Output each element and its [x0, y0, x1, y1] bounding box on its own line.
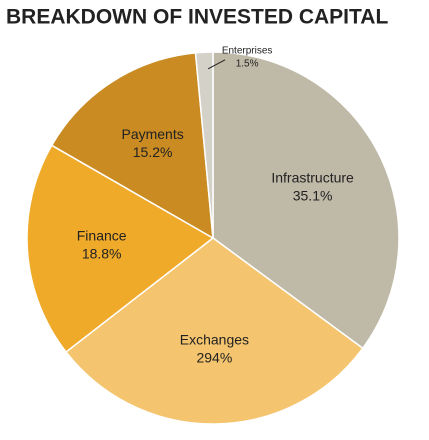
slice-label: Exchanges — [180, 331, 249, 347]
pie-slice — [194, 51, 214, 239]
slice-label: Finance — [77, 227, 127, 243]
value-label: 294% — [196, 349, 232, 365]
value-label: 18.8% — [82, 245, 122, 261]
pie-slice — [64, 237, 364, 425]
slice-label: Infrastructure — [271, 169, 354, 185]
pie-slice — [50, 52, 214, 240]
leader-line — [207, 59, 226, 70]
value-label: 1.5% — [236, 58, 259, 69]
chart-title: BREAKDOWN OF INVESTED CAPITAL — [6, 6, 388, 29]
slice-label: Payments — [121, 126, 183, 142]
pie-slice — [212, 51, 400, 350]
value-label: 15.2% — [133, 144, 173, 160]
slice-label: Enterprises — [222, 45, 273, 56]
value-label: 35.1% — [293, 187, 333, 203]
pie-slice — [26, 144, 215, 354]
